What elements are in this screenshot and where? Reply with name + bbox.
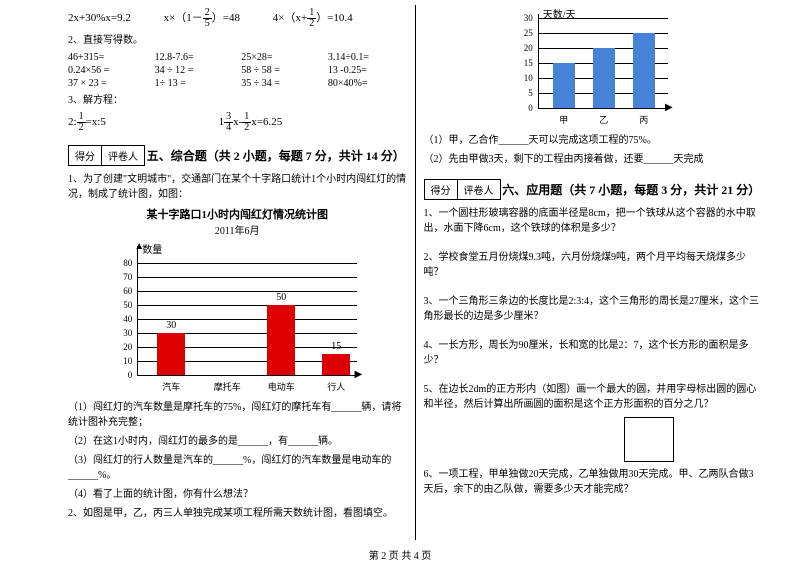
calc-cell: 1÷ 13 = [155, 78, 234, 89]
calc-cell: 3.14÷0.1= [328, 52, 407, 63]
sec5-q1: 1、为了创建"文明城市"，交通部门在某个十字路口统计1个小时内闯红灯的情况，制成… [68, 172, 407, 202]
calc-cell: 12.8-7.6= [155, 52, 234, 63]
calc-cell: 25×28= [241, 52, 320, 63]
sec6-q1: 1、一个圆柱形玻璃容器的底面半径是8cm，把一个铁球从这个容器的水中取出，水面下… [424, 206, 763, 236]
bar-ped [322, 354, 350, 375]
y-axis2 [538, 14, 539, 109]
x-axis [137, 375, 357, 376]
calc-cell: 80×40%= [328, 78, 407, 89]
calc-cell: 46+315= [68, 52, 147, 63]
section5-title: 五、综合题（共 2 小题，每题 7 分，共计 14 分） [145, 147, 407, 164]
sec5-q2: 2、如图是甲，乙，丙三人单独完成某项工程所需天数统计图，看图填空。 [68, 506, 407, 521]
calc-cell: 35 ÷ 34 = [241, 78, 320, 89]
score-box2: 得分 评卷人 [424, 179, 501, 200]
sec6-q6: 6、一项工程，甲单独做20天完成，乙单独做用30天完成。甲、乙两队合做3天后，余… [424, 467, 763, 497]
bar-ebike [267, 305, 295, 375]
sec6-q4: 4、一长方形，周长为90厘米，长和宽的比是2：7，这个长方形的面积是多少？ [424, 338, 763, 368]
section6-header: 得分 评卷人 六、应用题（共 7 小题，每题 3 分，共计 21 分） [424, 179, 763, 200]
sec5-sub2: （2）在这1小时内，闯红灯的最多的是______，有______辆。 [68, 434, 407, 449]
eq3a: 2:12=x:5 [68, 112, 106, 133]
sec5-sub4: （4）看了上面的统计图，你有什么想法？ [68, 487, 407, 502]
calc-cell: 34 ÷ 12 = [155, 65, 234, 76]
eq3: 4×（x+12）=10.4 [273, 8, 353, 29]
square-diagram [624, 417, 674, 462]
chart2: 天数/天 ▶ 0 5 10 15 20 25 30 甲 乙 丙 [508, 9, 678, 129]
bar-jia [553, 63, 575, 108]
chart1: 数量 ▲ ▶ 0 10 20 30 40 50 60 70 80 30 汽车 摩… [107, 241, 367, 396]
calc-cell: 37 × 23 = [68, 78, 147, 89]
x-axis2 [538, 108, 668, 109]
bar-car [157, 333, 185, 375]
page-footer: 第 2 页 共 4 页 [0, 547, 800, 562]
sec6-q2: 2、学校食堂五月份烧煤9.3吨，六月份烧煤9吨，两个月平均每天烧煤多少吨？ [424, 250, 763, 280]
sec5-sub1: （1）闯红灯的汽车数量是摩托车的75%，闯红灯的摩托车有______辆，请将统计… [68, 400, 407, 430]
q3-title: 3、解方程： [68, 93, 407, 108]
chart1-sub: 2011年6月 [68, 222, 407, 237]
sec5-sub3: （3）闯红灯的行人数量是汽车的______%，闯红灯的汽车数量是电动车的____… [68, 453, 407, 483]
calc-cell: 13 -0.25= [328, 65, 407, 76]
section6-title: 六、应用题（共 7 小题，每题 3 分，共计 21 分） [501, 181, 763, 198]
q2-title: 2、直接写得数。 [68, 33, 407, 48]
arrow-right-icon2: ▶ [665, 102, 673, 113]
bar-yi [593, 48, 615, 108]
score-box: 得分 评卷人 [68, 145, 145, 166]
calc-grid: 46+315= 12.8-7.6= 25×28= 3.14÷0.1= 0.24×… [68, 52, 407, 89]
sec5r-sub2: （2）先由甲做3天，剩下的工程由丙接着做，还要______天完成 [424, 152, 763, 167]
chart1-title: 某十字路口1小时内闯红灯情况统计图 [68, 206, 407, 222]
sec6-q5: 5、在边长2dm的正方形内（如图）画一个最大的圆，并用字母标出圆的圆心和半径，然… [424, 382, 763, 412]
score-label: 得分 [69, 146, 102, 165]
calc-cell: 0.24×56 = [68, 65, 147, 76]
equation-row: 2x+30%x=9.2 x×（1－25）=48 4×（x+12）=10.4 [68, 8, 407, 29]
eq3b: 134x-12x=6.25 [219, 112, 283, 133]
section5-header: 得分 评卷人 五、综合题（共 2 小题，每题 7 分，共计 14 分） [68, 145, 407, 166]
y-axis-title: 数量 [142, 241, 162, 256]
bar-bing [633, 33, 655, 108]
sec5r-sub1: （1）甲，乙合作______天可以完成这项工程的75%。 [424, 133, 763, 148]
eq2: x×（1－25）=48 [164, 8, 240, 29]
y-axis [137, 246, 138, 376]
eq1: 2x+30%x=9.2 [68, 12, 131, 24]
arrow-right-icon: ▶ [355, 369, 363, 380]
arrow-up-icon: ▲ [134, 241, 144, 252]
eq-row-3: 2:12=x:5 134x-12x=6.25 [68, 112, 407, 133]
grader-label: 评卷人 [102, 146, 144, 165]
calc-cell: 58 ÷ 58 = [241, 65, 320, 76]
sec6-q3: 3、一个三角形三条边的长度比是2:3:4，这个三角形的周长是27厘米，这个三角形… [424, 294, 763, 324]
